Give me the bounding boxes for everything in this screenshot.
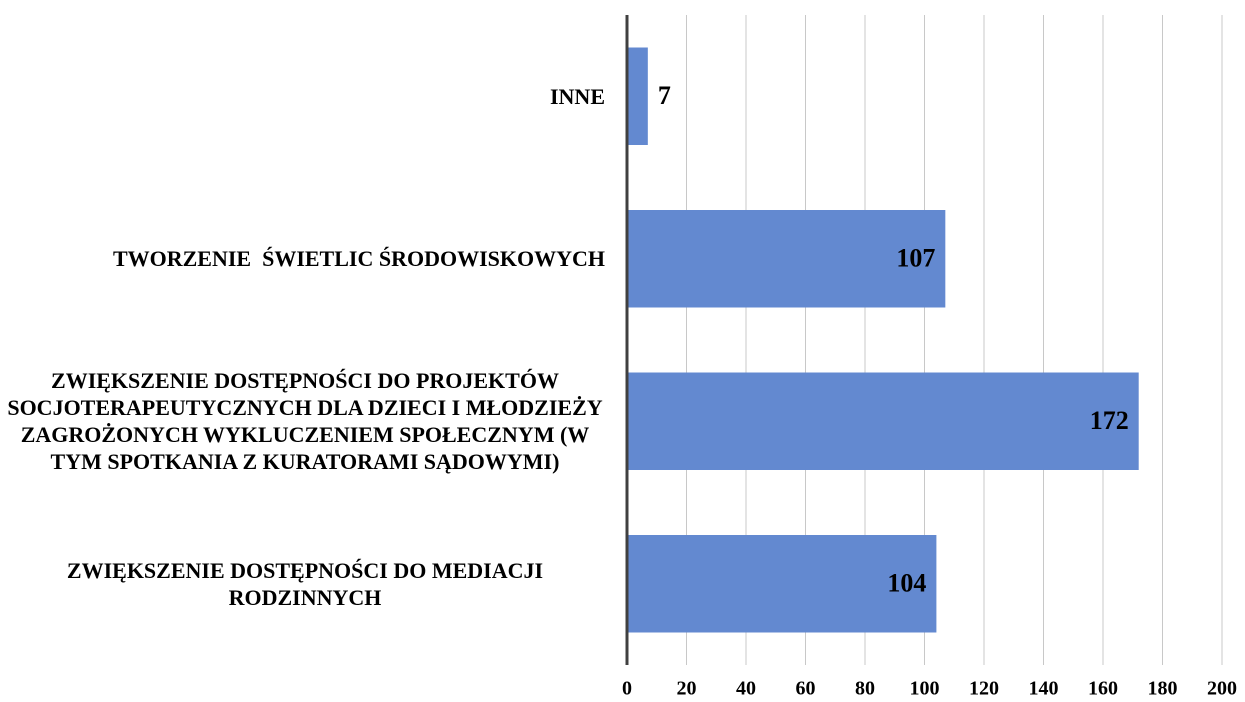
- value-label: 107: [896, 244, 935, 273]
- value-label: 104: [887, 569, 926, 598]
- x-tick-label: 180: [1148, 678, 1178, 700]
- category-label-box: TWORZENIE ŚWIETLIC ŚRODOWISKOWYCH: [5, 179, 605, 339]
- x-tick-label: 160: [1088, 678, 1118, 700]
- x-tick-label: 40: [736, 678, 756, 700]
- y-tick-label: ZWIĘKSZENIE DOSTĘPNOŚCI DO PROJEKTÓW SOC…: [7, 368, 609, 475]
- category-label-box: INNE: [5, 16, 605, 176]
- x-tick-label: 120: [969, 678, 999, 700]
- x-tick-label: 140: [1029, 678, 1059, 700]
- x-tick-label: 100: [910, 678, 940, 700]
- x-tick-label: 60: [796, 678, 816, 700]
- x-tick-label: 20: [677, 678, 697, 700]
- y-tick-label: ZWIĘKSZENIE DOSTĘPNOŚCI DO MEDIACJI RODZ…: [66, 557, 549, 610]
- y-tick-label: TWORZENIE ŚWIETLIC ŚRODOWISKOWYCH: [112, 246, 605, 272]
- x-tick-label: 0: [622, 678, 632, 700]
- bar: [627, 47, 648, 145]
- x-tick-label: 200: [1207, 678, 1237, 700]
- category-label-box: ZWIĘKSZENIE DOSTĘPNOŚCI DO MEDIACJI RODZ…: [5, 504, 605, 664]
- bar: [627, 535, 937, 633]
- value-label: 7: [658, 81, 671, 110]
- bar: [627, 372, 1139, 470]
- bar: [627, 210, 946, 308]
- x-tick-label: 80: [855, 678, 875, 700]
- y-tick-label: INNE: [549, 83, 605, 109]
- category-label-box: ZWIĘKSZENIE DOSTĘPNOŚCI DO PROJEKTÓW SOC…: [5, 341, 605, 501]
- value-label: 172: [1090, 406, 1129, 435]
